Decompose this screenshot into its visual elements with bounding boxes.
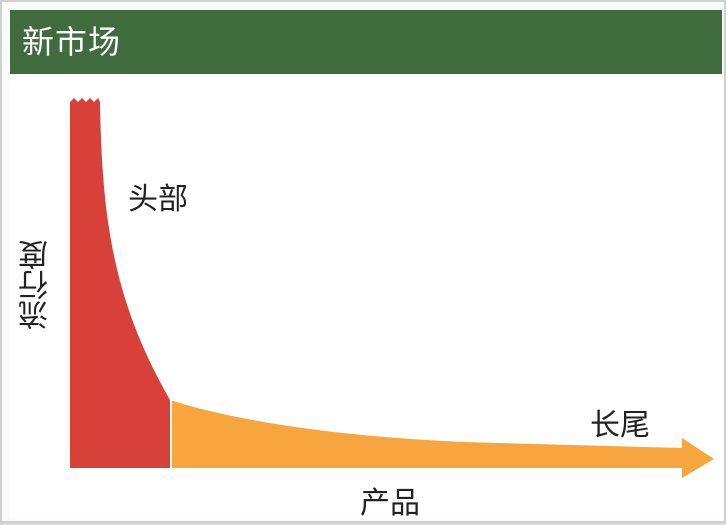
head-label: 头部	[128, 174, 188, 218]
tail-label: 长尾	[590, 400, 650, 444]
y-axis-label: 流行度	[20, 240, 60, 330]
head-region	[70, 98, 170, 468]
x-axis-label: 产品	[360, 478, 420, 522]
